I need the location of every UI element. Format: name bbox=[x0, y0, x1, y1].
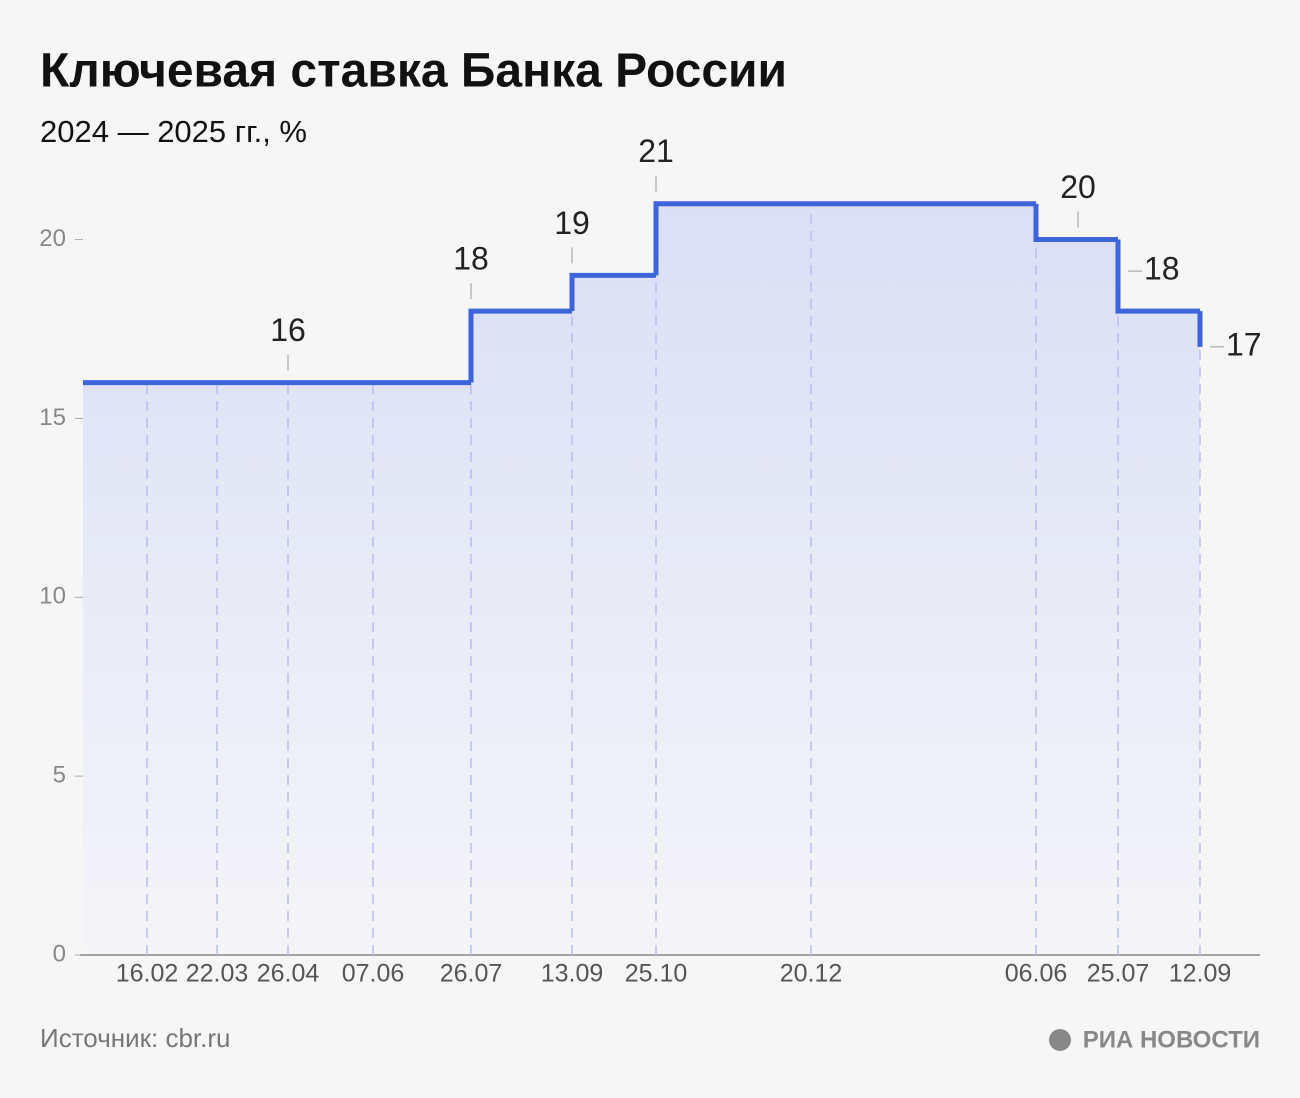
step-line bbox=[1033, 203, 1118, 243]
x-tick-label: 07.06 bbox=[342, 960, 405, 988]
x-tick-label: 12.09 bbox=[1169, 960, 1232, 988]
chart-subtitle: 2024 — 2025 гг., % bbox=[40, 114, 307, 149]
data-label: 21 bbox=[638, 133, 674, 169]
y-tick-label: 20 bbox=[39, 225, 66, 252]
step-line bbox=[653, 201, 811, 276]
data-label: 20 bbox=[1060, 169, 1096, 205]
data-label: 16 bbox=[270, 312, 306, 348]
area-fill bbox=[83, 203, 1200, 956]
x-tick-label: 06.06 bbox=[1005, 960, 1068, 988]
data-label: 18 bbox=[453, 241, 489, 277]
logo-text: РИА НОВОСТИ bbox=[1083, 1026, 1260, 1053]
y-tick-label: 10 bbox=[39, 583, 66, 610]
step-line bbox=[1115, 239, 1200, 314]
logo: РИА НОВОСТИ bbox=[1049, 1026, 1260, 1053]
data-label: 17 bbox=[1226, 326, 1262, 362]
data-label: 19 bbox=[554, 205, 590, 241]
x-tick-label: 26.04 bbox=[257, 960, 320, 988]
y-tick-label: 15 bbox=[39, 404, 66, 431]
logo-icon bbox=[1049, 1029, 1071, 1051]
source: Источник: cbr.ru bbox=[40, 1023, 230, 1053]
x-tick-label: 13.09 bbox=[541, 960, 604, 988]
step-line bbox=[468, 308, 572, 383]
x-tick-label: 25.10 bbox=[625, 960, 688, 988]
x-tick-label: 16.02 bbox=[116, 960, 179, 988]
x-tick-label: 25.07 bbox=[1087, 960, 1150, 988]
x-tick-label: 20.12 bbox=[780, 960, 843, 988]
x-tick-label: 26.07 bbox=[440, 960, 503, 988]
x-tick-label: 22.03 bbox=[186, 960, 249, 988]
chart-title: Ключевая ставка Банка России bbox=[40, 45, 787, 98]
y-tick-label: 5 bbox=[53, 761, 66, 788]
step-line bbox=[569, 272, 656, 312]
y-tick-label: 0 bbox=[53, 940, 66, 967]
data-label: 18 bbox=[1144, 251, 1180, 287]
